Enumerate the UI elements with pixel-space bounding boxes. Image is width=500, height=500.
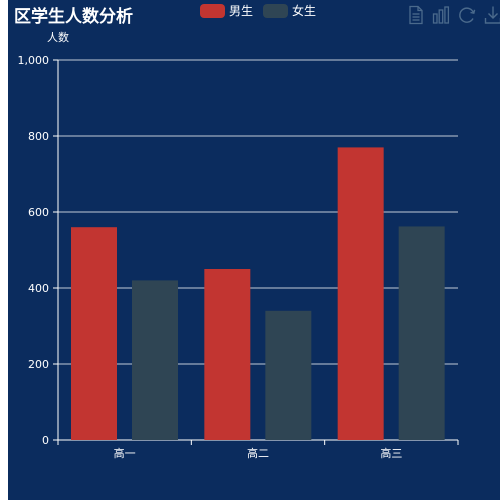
toolbox <box>406 5 500 25</box>
bar-male <box>71 227 117 440</box>
bar-female <box>265 310 312 440</box>
y-tick-label: 200 <box>28 358 49 371</box>
legend-swatch-female <box>263 4 288 18</box>
legend-swatch-male <box>200 4 225 18</box>
x-tick-label: 高一 <box>114 446 136 460</box>
bar-male <box>337 147 384 440</box>
x-tick-label: 高二 <box>247 446 269 460</box>
y-tick-label: 1,000 <box>18 54 50 67</box>
x-tick-label: 高三 <box>380 446 402 460</box>
restore-icon[interactable] <box>457 5 477 25</box>
save-image-icon[interactable] <box>483 5 500 25</box>
bar-female <box>132 280 178 440</box>
y-tick-label: 0 <box>42 434 49 447</box>
bar-male <box>204 269 251 440</box>
y-tick-label: 600 <box>28 206 49 219</box>
bar-chart-icon[interactable] <box>431 5 451 25</box>
y-tick-label: 800 <box>28 130 49 143</box>
legend-label-male: 男生 <box>229 4 254 18</box>
y-axis-label: 人数 <box>47 31 69 44</box>
legend-label-female: 女生 <box>292 4 317 18</box>
y-tick-label: 400 <box>28 282 49 295</box>
bar-female <box>398 226 445 440</box>
chart-title: 区学生人数分析 <box>14 7 133 27</box>
data-view-icon[interactable] <box>406 5 426 25</box>
